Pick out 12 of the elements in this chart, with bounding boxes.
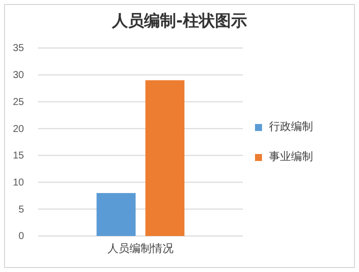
y-tick-label: 15: [12, 150, 24, 162]
x-tick-label: 人员编制情况: [108, 242, 174, 255]
y-tick-label: 5: [18, 204, 24, 216]
chart-title: 人员编制-柱状图示: [111, 11, 247, 30]
y-tick-label: 35: [12, 43, 24, 54]
y-tick-label: 0: [18, 231, 24, 242]
y-tick-label: 25: [12, 96, 24, 108]
legend-label: 行政编制: [269, 120, 313, 133]
legend-label: 事业编制: [269, 150, 313, 163]
y-tick-label: 10: [12, 177, 24, 188]
y-tick-label: 30: [12, 70, 24, 82]
y-tick-label: 20: [12, 124, 24, 135]
